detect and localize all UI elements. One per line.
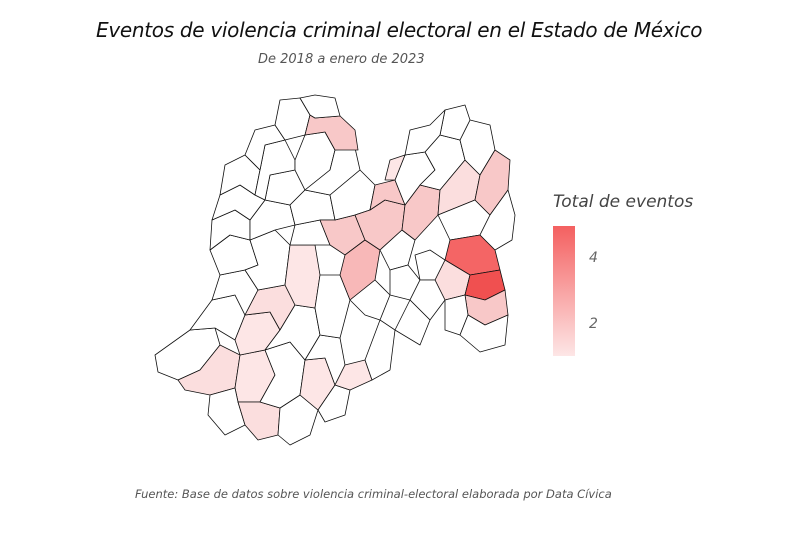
municipality <box>384 154 406 181</box>
municipality <box>349 279 391 321</box>
chart-subtitle: De 2018 a enero de 2023 <box>258 52 425 67</box>
legend-tick-mark <box>577 259 583 260</box>
municipality <box>394 299 431 346</box>
chart-title: Eventos de violencia criminal electoral … <box>96 18 703 42</box>
municipality <box>459 314 509 353</box>
legend-tick-label-high: 4 <box>589 250 598 266</box>
municipality <box>317 384 351 423</box>
source-caption: Fuente: Base de datos sobre violencia cr… <box>135 487 612 501</box>
municipality <box>299 94 341 119</box>
legend-tick-label-low: 2 <box>589 316 598 332</box>
legend-color-bar <box>553 226 575 356</box>
municipality <box>379 229 416 271</box>
municipality <box>479 189 516 251</box>
legend-tick-mark <box>577 325 583 326</box>
municipality <box>364 319 396 381</box>
legend: Total de eventos 4 2 <box>553 192 693 372</box>
choropleth-map <box>154 94 516 446</box>
municipality <box>237 401 281 441</box>
municipality <box>404 109 446 156</box>
legend-title: Total de eventos <box>553 192 694 212</box>
